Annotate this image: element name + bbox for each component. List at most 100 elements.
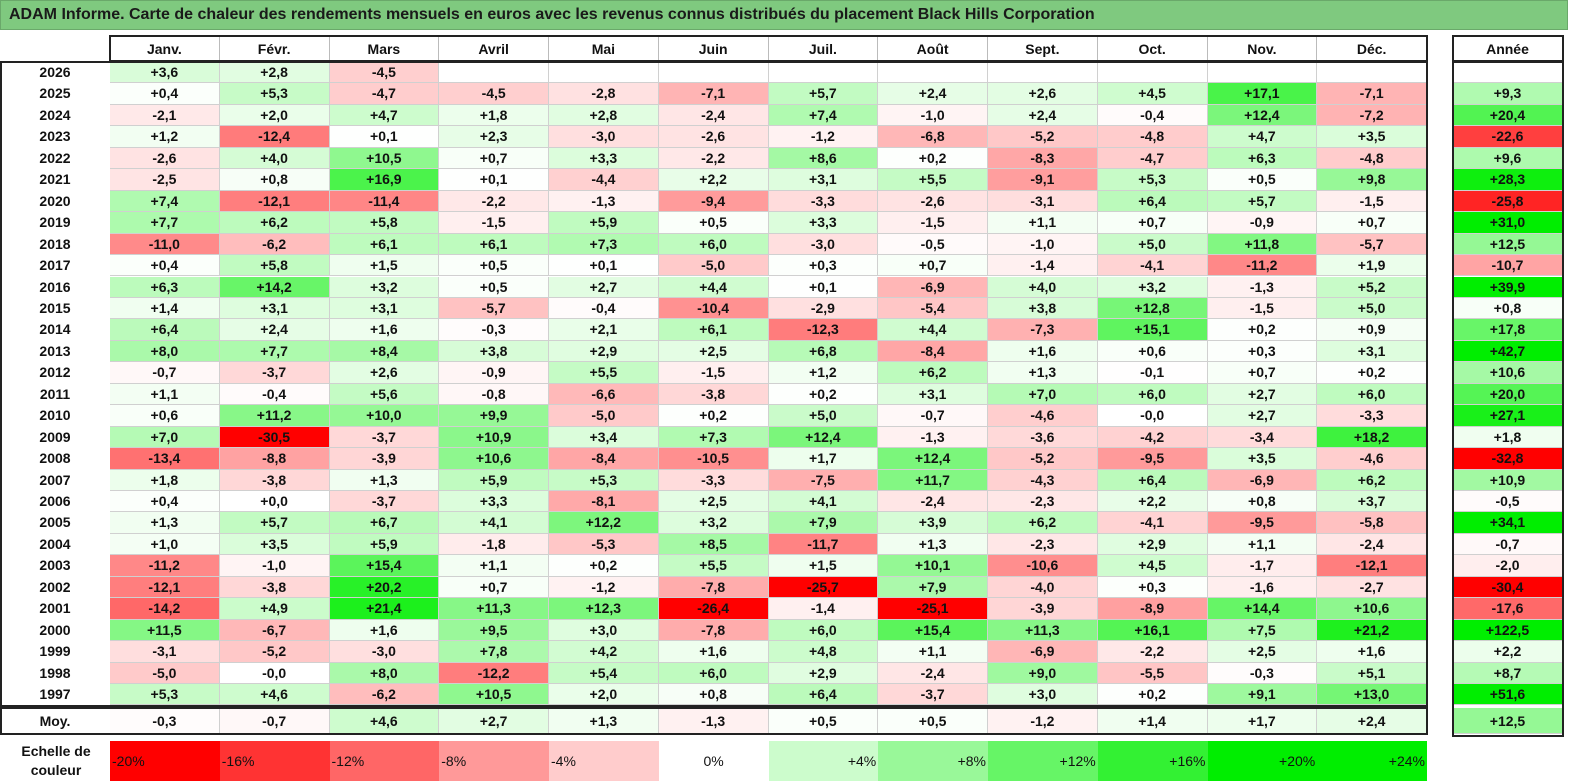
heatmap-cell: +1,8 <box>110 469 220 491</box>
heatmap-cell: -1,0 <box>878 104 988 127</box>
heatmap-cell: -2,9 <box>768 297 879 320</box>
heatmap-cell: -4,5 <box>439 83 549 105</box>
heatmap-cell: +0,6 <box>1097 340 1208 363</box>
heatmap-cell: -0,4 <box>219 383 330 406</box>
heatmap-cell: +10,5 <box>329 147 440 170</box>
heatmap-cell: +5,5 <box>878 169 988 191</box>
heatmap-cell: -8,3 <box>988 147 1098 170</box>
row-label-year: 2026 <box>39 64 71 80</box>
heatmap-cell: +1,1 <box>988 212 1098 234</box>
heatmap-cell: -2,6 <box>110 147 220 170</box>
column-header: Mai <box>549 37 659 62</box>
heatmap-cell: +3,6 <box>110 62 220 84</box>
row-label-year: 2015 <box>39 299 71 316</box>
color-scale-swatch: -12% <box>329 741 440 781</box>
heatmap-cell: -10,6 <box>988 555 1098 577</box>
heatmap-cell: +8,4 <box>329 340 440 363</box>
heatmap-cell: -1,3 <box>549 190 659 213</box>
heatmap-cell: +3,2 <box>329 276 440 298</box>
heatmap-cell: -2,3 <box>988 533 1098 556</box>
heatmap-cell: -3,7 <box>329 491 440 513</box>
heatmap-cell: +0,2 <box>1207 319 1318 341</box>
heatmap-cell: -13,4 <box>110 448 220 470</box>
heatmap-cell: +17,1 <box>1207 83 1318 105</box>
heatmap-cell: -2,6 <box>658 126 769 148</box>
heatmap-cell: +6,1 <box>439 233 549 256</box>
heatmap-cell: -1,5 <box>658 362 769 384</box>
average-cell: +1,4 <box>1097 707 1208 734</box>
heatmap-cell: +3,8 <box>439 340 549 363</box>
heatmap-cell: -9,4 <box>658 190 769 213</box>
heatmap-cell: +11,3 <box>988 619 1098 642</box>
heatmap-cell: +4,7 <box>329 104 440 127</box>
annual-cell: +12,5 <box>1453 233 1563 256</box>
heatmap-cell: +0,7 <box>1097 212 1208 234</box>
heatmap-cell: -9,5 <box>1097 448 1208 470</box>
heatmap-cell: -2,2 <box>658 147 769 170</box>
row-label-year: 2014 <box>39 321 71 338</box>
heatmap-cell: -0,4 <box>549 297 659 320</box>
row-label-year: 2024 <box>39 106 71 123</box>
row-label-year: 2022 <box>39 149 71 166</box>
heatmap-cell: -30,5 <box>219 426 330 449</box>
heatmap-cell: +5,0 <box>768 405 879 427</box>
heatmap-cell: -3,8 <box>658 383 769 406</box>
heatmap-cell: +0,8 <box>658 684 769 706</box>
heatmap-cell: +0,3 <box>768 255 879 277</box>
column-header: Juil. <box>768 37 879 62</box>
heatmap-cell: +3,3 <box>549 147 659 170</box>
heatmap-cell: -6,2 <box>329 684 440 706</box>
heatmap-cell: -5,7 <box>439 297 549 320</box>
heatmap-cell: -8,4 <box>549 448 659 470</box>
heatmap-cell: -5,7 <box>1317 233 1427 256</box>
heatmap-cell: +5,9 <box>439 469 549 491</box>
row-label-year: 1999 <box>39 643 71 660</box>
annual-cell: +2,2 <box>1453 641 1563 663</box>
heatmap-cell: +1,6 <box>1317 641 1427 663</box>
heatmap-cell: -7,2 <box>1317 104 1427 127</box>
annual-cell: -22,6 <box>1453 126 1563 148</box>
heatmap-cell: +1,6 <box>988 340 1098 363</box>
heatmap-cell: +11,2 <box>219 405 330 427</box>
heatmap-cell: +1,6 <box>658 641 769 663</box>
heatmap-cell: -26,4 <box>658 598 769 620</box>
annual-cell: +20,4 <box>1453 104 1563 127</box>
column-header: Janv. <box>110 37 220 62</box>
average-cell: +1,7 <box>1207 707 1318 734</box>
heatmap-cell: +7,5 <box>1207 619 1318 642</box>
heatmap-cell: -4,6 <box>988 405 1098 427</box>
heatmap-cell: +6,0 <box>658 233 769 256</box>
heatmap-cell: +4,5 <box>1097 83 1208 105</box>
heatmap-cell: -2,7 <box>1317 576 1427 599</box>
heatmap-cell: -0,9 <box>439 362 549 384</box>
heatmap-cell: +21,2 <box>1317 619 1427 642</box>
heatmap-cell: -11,7 <box>768 533 879 556</box>
heatmap-cell: -12,1 <box>219 190 330 213</box>
heatmap-cell: -1,4 <box>768 598 879 620</box>
heatmap-cell: +11,5 <box>110 619 220 642</box>
annual-cell: +28,3 <box>1453 169 1563 191</box>
row-label-year: 2001 <box>39 600 71 617</box>
heatmap-cell: +0,1 <box>329 126 440 148</box>
heatmap-cell: +12,8 <box>1097 297 1208 320</box>
heatmap-cell: +2,4 <box>219 319 330 341</box>
heatmap-cell: +12,4 <box>878 448 988 470</box>
heatmap-cell: -11,4 <box>329 190 440 213</box>
heatmap-cell: -4,6 <box>1317 448 1427 470</box>
heatmap-cell: +14,4 <box>1207 598 1318 620</box>
heatmap-cell: +8,0 <box>329 662 440 685</box>
heatmap-cell: +15,4 <box>329 555 440 577</box>
heatmap-cell: +6,1 <box>329 233 440 256</box>
heatmap-cell: +0,1 <box>768 276 879 298</box>
color-scale-title: Echelle de couleur <box>21 743 91 778</box>
row-label-year: 2018 <box>39 235 71 252</box>
heatmap-cell: +3,5 <box>1207 448 1318 470</box>
heatmap-cell: -1,3 <box>878 426 988 449</box>
heatmap-cell: -12,1 <box>110 576 220 599</box>
row-label-year: 2005 <box>39 514 71 531</box>
row-label-year: 2002 <box>39 578 71 595</box>
heatmap-cell: -0,5 <box>878 233 988 256</box>
average-cell: -1,2 <box>988 707 1098 734</box>
heatmap-cell: +6,4 <box>768 684 879 706</box>
heatmap-cell: +0,7 <box>1317 212 1427 234</box>
